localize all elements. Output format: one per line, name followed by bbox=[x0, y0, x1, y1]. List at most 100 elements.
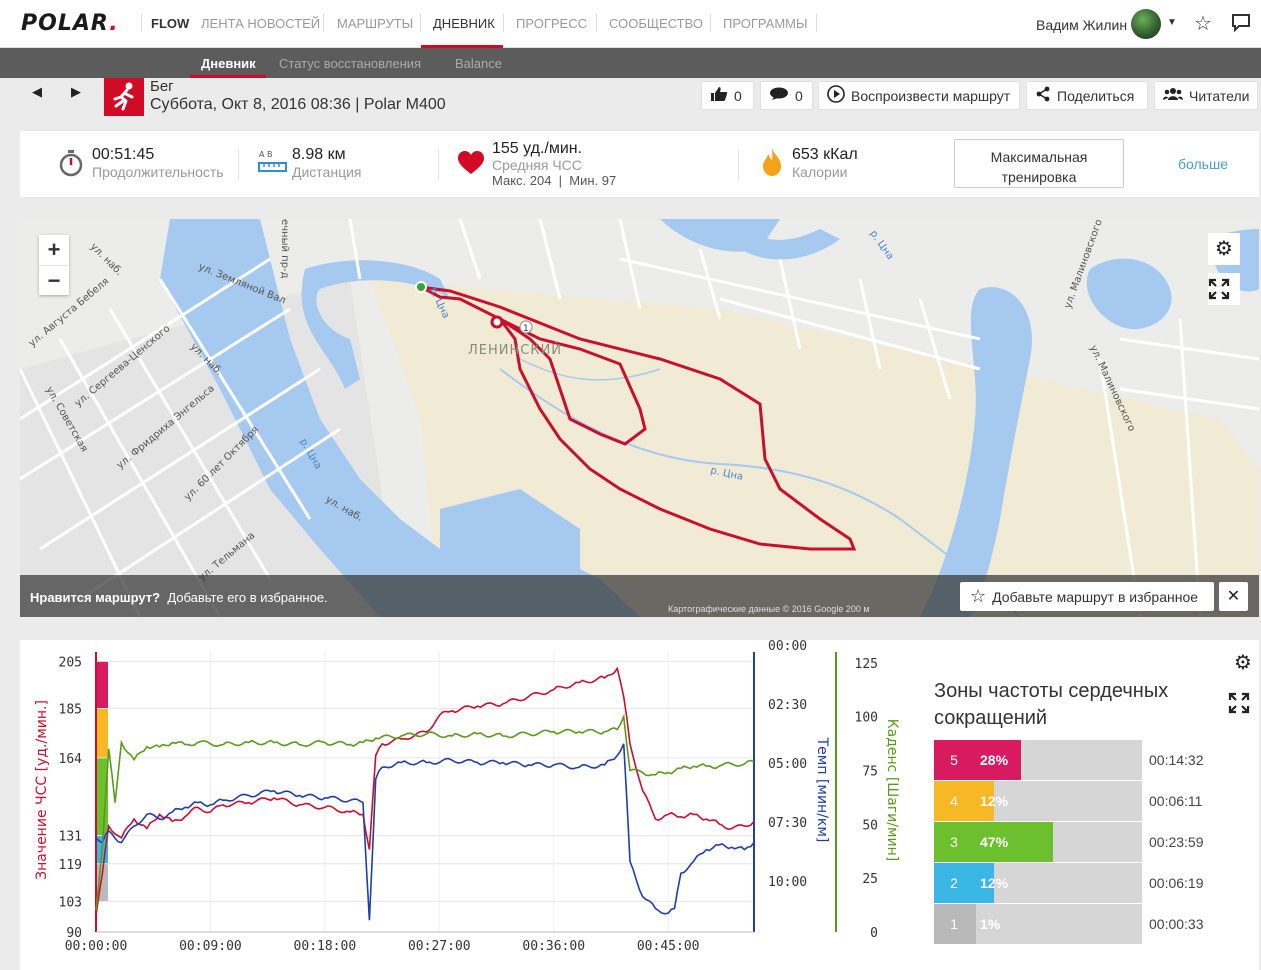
comment-button[interactable]: 0 bbox=[760, 81, 813, 110]
add-favorite-label: Добавьте маршрут в избранное bbox=[992, 588, 1199, 605]
hr-zone-fill-bar bbox=[974, 740, 1021, 780]
share-label: Поделиться bbox=[1057, 87, 1135, 104]
hr-zone-band bbox=[96, 708, 108, 758]
lap-marker[interactable] bbox=[519, 320, 533, 334]
hr-zone-number: 3 bbox=[934, 822, 974, 862]
pace-tick-label: 07:30 bbox=[768, 816, 807, 831]
flow-label[interactable]: FLOW bbox=[151, 16, 190, 31]
city-area bbox=[20, 279, 400, 617]
calories-block: 653 кКал Калории bbox=[792, 146, 858, 180]
series-cadence-line bbox=[95, 713, 755, 911]
hr-tick-label: 119 bbox=[59, 858, 82, 873]
readers-label: Читатели bbox=[1189, 87, 1250, 104]
stream bbox=[519, 358, 661, 381]
training-benefit-button[interactable]: Максимальная тренировка bbox=[954, 139, 1124, 188]
replay-route-button[interactable]: Воспроизвести маршрут bbox=[818, 81, 1020, 110]
hr-zone-percent: 12% bbox=[980, 793, 1009, 809]
replay-route-label: Воспроизвести маршрут bbox=[851, 87, 1011, 104]
hr-zone-time: 00:06:11 bbox=[1149, 793, 1203, 809]
star-outline-icon: ☆ bbox=[970, 586, 987, 606]
next-arrow-icon[interactable]: ▶ bbox=[71, 84, 81, 99]
hr-tick-label: 131 bbox=[59, 830, 82, 845]
nav-progress[interactable]: ПРОГРЕСС bbox=[516, 16, 587, 31]
hr-zone-row: 4 12% bbox=[934, 781, 1142, 821]
cadence-tick-label: 125 bbox=[855, 657, 878, 672]
like-count: 0 bbox=[734, 87, 742, 104]
hr-zone-percent: 28% bbox=[980, 752, 1009, 768]
hr-zone-fill-bar bbox=[974, 781, 994, 821]
chevron-down-icon[interactable]: ▼ bbox=[1167, 17, 1177, 28]
like-button[interactable]: 0 bbox=[701, 81, 754, 110]
duration-value: 00:51:45 bbox=[92, 146, 155, 163]
route-inner-loop bbox=[499, 317, 647, 446]
stream bbox=[499, 368, 1021, 617]
hr-zone-row: 2 12% bbox=[934, 863, 1142, 903]
cadence-tick-label: 0 bbox=[870, 926, 878, 941]
tab-diary[interactable]: Дневник bbox=[201, 56, 256, 71]
map-fullscreen-icon[interactable] bbox=[1208, 273, 1240, 305]
nav-news-feed[interactable]: ЛЕНТА НОВОСТЕЙ bbox=[201, 16, 321, 31]
nav-divider bbox=[596, 14, 597, 32]
lake-east bbox=[1086, 258, 1172, 330]
comment-count: 0 bbox=[795, 87, 803, 104]
route-outer-loop bbox=[420, 285, 857, 551]
tab-recovery-status[interactable]: Статус восстановления bbox=[279, 56, 422, 71]
favorite-route-bar: Нравится маршрут? Добавьте его в избранн… bbox=[20, 575, 1259, 617]
hr-chart-panel: 205 185 164 131 119 103 90 00:00 02:30 05:00 07:30… bbox=[20, 640, 1259, 970]
share-icon bbox=[1035, 86, 1051, 105]
zoom-out-button[interactable]: − bbox=[39, 265, 69, 295]
nav-divider bbox=[710, 14, 711, 32]
route-end-marker[interactable] bbox=[490, 315, 504, 329]
star-icon[interactable]: ☆ bbox=[1194, 13, 1212, 35]
pace-axis-title: Темп [мин/км] bbox=[814, 737, 830, 843]
summary-strip: 00:51:45 Продолжительность A B 8.98 км Д… bbox=[20, 131, 1259, 197]
hr-zone-number: 4 bbox=[934, 781, 974, 821]
chart-fullscreen-icon[interactable] bbox=[1228, 688, 1258, 718]
message-icon[interactable] bbox=[1230, 11, 1252, 39]
hr-label: Средняя ЧСС bbox=[492, 157, 582, 173]
more-link[interactable]: больше bbox=[1178, 156, 1228, 172]
active-tab-indicator bbox=[190, 75, 266, 78]
hr-value: 155 уд./мин. bbox=[492, 140, 583, 157]
prev-arrow-icon[interactable]: ◀ bbox=[32, 84, 42, 99]
cadence-tick-label: 75 bbox=[862, 764, 878, 779]
share-button[interactable]: Поделиться bbox=[1026, 81, 1148, 110]
chart-settings-gear-icon[interactable]: ⚙ bbox=[1228, 648, 1258, 678]
zoom-in-button[interactable]: + bbox=[47, 237, 61, 262]
hr-zone-number: 5 bbox=[934, 740, 974, 780]
river-tsna-left bbox=[160, 219, 640, 617]
calories-label: Калории bbox=[792, 164, 848, 180]
zoom-controls: + − bbox=[39, 235, 69, 295]
nav-divider bbox=[141, 14, 142, 32]
hr-zone-fill-bar bbox=[974, 822, 1053, 862]
hr-pace-cadence-chart[interactable]: 205 185 164 131 119 103 90 00:00 02:30 05:00 07:30… bbox=[20, 640, 920, 970]
top-nav: POLAR. FLOW ЛЕНТА НОВОСТЕЙ МАРШРУТЫ ДНЕВ… bbox=[0, 0, 1261, 48]
hr-zone-time: 00:23:59 bbox=[1149, 834, 1204, 850]
user-name[interactable]: Вадим Жилин bbox=[1036, 17, 1128, 33]
polar-logo[interactable]: POLAR. bbox=[21, 11, 119, 36]
nav-divider bbox=[816, 14, 817, 32]
heart-rate-block: 155 уд./мин. Средняя ЧСС Макс. 204 | Мин… bbox=[492, 140, 616, 188]
readers-button[interactable]: Читатели bbox=[1154, 81, 1258, 110]
nav-programs[interactable]: ПРОГРАММЫ bbox=[723, 16, 808, 31]
nav-community[interactable]: СООБЩЕСТВО bbox=[609, 16, 703, 31]
add-favorite-route-button[interactable]: ☆ Добавьте маршрут в избранное bbox=[960, 582, 1214, 611]
tab-balance[interactable]: Balance bbox=[455, 56, 502, 71]
nav-routes[interactable]: МАРШРУТЫ bbox=[337, 16, 414, 31]
nav-divider bbox=[323, 14, 324, 32]
pace-tick-label: 05:00 bbox=[768, 757, 807, 772]
hr-zone-fill-bar bbox=[974, 863, 994, 903]
distance-icon: A B bbox=[258, 149, 288, 184]
route-start-marker[interactable] bbox=[415, 281, 427, 293]
nav-divider bbox=[503, 14, 504, 32]
avatar[interactable] bbox=[1131, 9, 1161, 39]
x-tick-label: 00:09:00 bbox=[179, 939, 242, 954]
hr-zone-percent: 12% bbox=[980, 875, 1009, 891]
nav-diary[interactable]: ДНЕВНИК bbox=[433, 16, 495, 31]
map-settings-gear-icon[interactable]: ⚙ bbox=[1208, 233, 1240, 265]
close-favorite-bar-button[interactable]: ✕ bbox=[1219, 582, 1248, 611]
map-canvas[interactable]: 1 ул. наб. ул. Земляной Вал ул. Августа … bbox=[20, 219, 1259, 617]
summary-divider bbox=[438, 149, 439, 181]
thumbs-up-icon bbox=[710, 86, 728, 105]
route-map[interactable]: 1 ул. наб. ул. Земляной Вал ул. Августа … bbox=[20, 219, 1259, 617]
